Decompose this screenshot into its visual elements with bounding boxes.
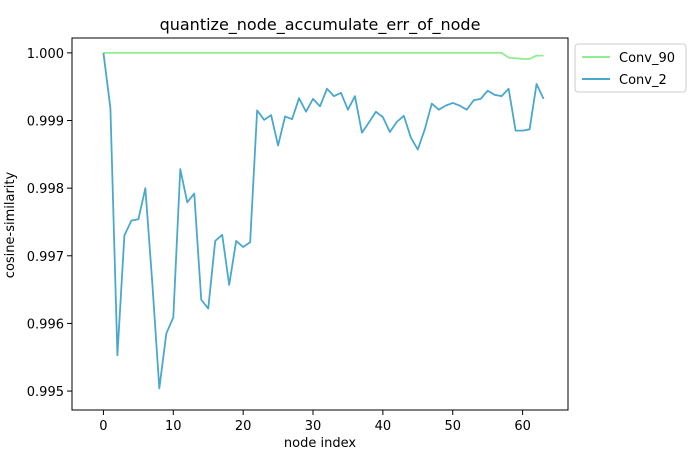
legend-label-conv-90: Conv_90 xyxy=(619,51,675,66)
x-tick-label: 0 xyxy=(99,419,107,434)
y-axis-label: cosine-similarity xyxy=(3,171,18,278)
x-tick-label: 10 xyxy=(165,419,182,434)
chart-title: quantize_node_accumulate_err_of_node xyxy=(160,15,481,35)
ticks-layer: 0 10 20 30 40 50 60 0.995 0.996 0.997 0.998 0.999 1.… xyxy=(27,47,531,434)
x-tick-label: 60 xyxy=(514,419,531,434)
x-tick-label: 50 xyxy=(444,419,461,434)
plot-frame xyxy=(71,37,569,411)
y-tick-label: 0.997 xyxy=(27,250,64,265)
series-line-conv-90 xyxy=(103,51,544,60)
series-line-conv-2 xyxy=(102,52,545,390)
x-tick-label: 30 xyxy=(305,419,322,434)
legend: Conv_90 Conv_2 xyxy=(574,43,687,93)
y-tick-label: 0.996 xyxy=(27,317,64,332)
y-tick-label: 0.999 xyxy=(27,115,64,130)
x-tick-label: 20 xyxy=(235,419,252,434)
legend-label-conv-2: Conv_2 xyxy=(619,73,667,88)
x-tick-label: 40 xyxy=(375,419,392,434)
y-tick-label: 0.995 xyxy=(27,385,64,400)
x-axis-label: node index xyxy=(284,436,356,451)
series-layer xyxy=(102,51,545,390)
y-tick-label: 1.000 xyxy=(27,47,64,62)
y-tick-label: 0.998 xyxy=(27,182,64,197)
